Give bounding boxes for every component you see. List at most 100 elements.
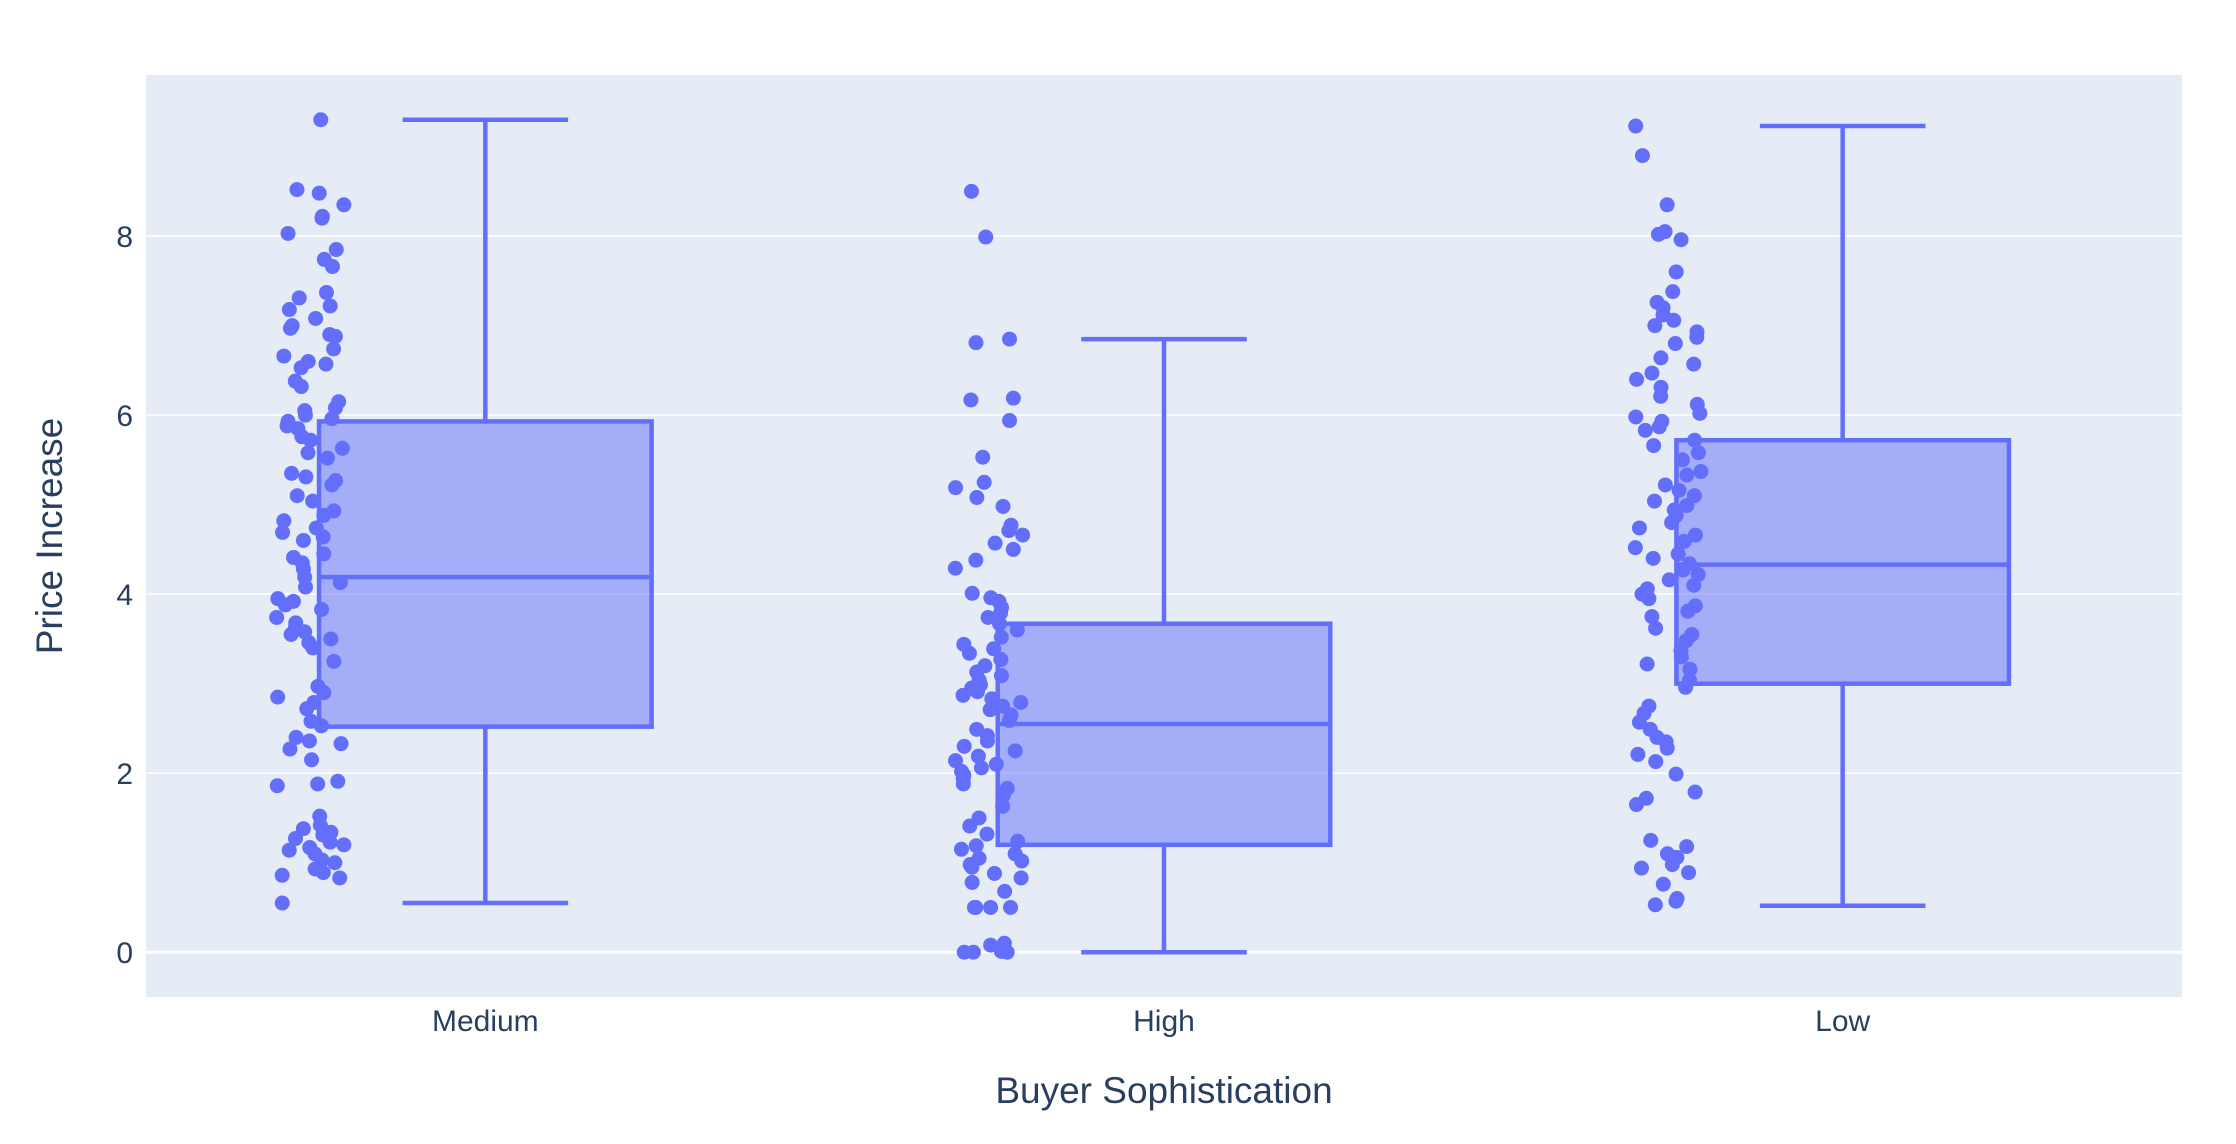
data-point <box>330 773 346 789</box>
data-point <box>947 560 963 576</box>
data-point <box>1673 232 1689 248</box>
data-point <box>1010 833 1026 849</box>
data-point <box>293 360 309 376</box>
data-point <box>1676 533 1692 549</box>
data-point <box>319 450 335 466</box>
data-point <box>1668 893 1684 909</box>
data-point <box>969 490 985 506</box>
data-point <box>983 899 999 915</box>
tick-labels: 0 2 4 6 8 Medium High Low <box>116 221 1870 1038</box>
data-point <box>1015 527 1031 543</box>
data-point <box>1643 832 1659 848</box>
data-point <box>979 733 995 749</box>
data-point <box>333 736 349 752</box>
data-point <box>305 640 321 656</box>
data-point <box>1668 766 1684 782</box>
data-point <box>999 944 1015 960</box>
data-point <box>1670 546 1686 562</box>
data-point <box>291 290 307 306</box>
data-point <box>1009 622 1025 638</box>
data-point <box>1002 331 1018 347</box>
data-point <box>1689 329 1705 345</box>
data-point <box>1686 577 1702 593</box>
data-point <box>269 609 285 625</box>
data-point <box>275 524 291 540</box>
data-point <box>295 532 311 548</box>
data-point <box>1690 445 1706 461</box>
data-point <box>269 778 285 794</box>
iqr-box <box>316 419 654 729</box>
data-point <box>969 684 985 700</box>
data-point <box>1014 853 1030 869</box>
x-tick-label: Medium <box>432 1005 539 1038</box>
data-point <box>1651 419 1667 435</box>
data-point <box>993 668 1009 684</box>
data-point <box>993 652 1009 668</box>
data-point <box>1628 797 1644 813</box>
data-point <box>1653 350 1669 366</box>
data-point <box>1633 860 1649 876</box>
data-point <box>326 653 342 669</box>
data-point <box>332 870 348 886</box>
data-point <box>964 874 980 890</box>
data-point <box>276 348 292 364</box>
data-point <box>964 585 980 601</box>
data-point <box>282 320 298 336</box>
data-point <box>316 507 332 523</box>
data-point <box>304 752 320 768</box>
boxes <box>316 117 2012 955</box>
data-point <box>968 838 984 854</box>
data-point <box>1647 897 1663 913</box>
points-medium <box>269 112 352 911</box>
data-point <box>1681 865 1697 881</box>
data-point <box>281 302 297 318</box>
data-point <box>284 465 300 481</box>
data-point <box>1692 405 1708 421</box>
data-point <box>318 285 334 301</box>
data-point <box>289 182 305 198</box>
data-point <box>1659 740 1675 756</box>
data-point <box>1687 527 1703 543</box>
data-point <box>298 469 314 485</box>
data-point <box>1679 498 1695 514</box>
data-point <box>1629 371 1645 387</box>
data-point <box>1003 899 1019 915</box>
data-point <box>334 440 350 456</box>
box-low <box>1674 123 2012 908</box>
data-point <box>1007 743 1023 759</box>
data-point <box>991 616 1007 632</box>
data-point <box>322 834 338 850</box>
data-point <box>1644 365 1660 381</box>
y-tick-label: 8 <box>116 221 133 254</box>
data-point <box>979 826 995 842</box>
data-point <box>1013 870 1029 886</box>
data-point <box>982 702 998 718</box>
data-point <box>1666 312 1682 328</box>
data-point <box>288 729 304 745</box>
y-tick-label: 6 <box>116 400 133 433</box>
y-axis-title: Price Increase <box>29 418 70 655</box>
data-point <box>310 776 326 792</box>
data-point <box>1001 712 1017 728</box>
data-point <box>297 407 313 423</box>
data-point <box>282 741 298 757</box>
data-point <box>997 883 1013 899</box>
data-point <box>1641 591 1657 607</box>
data-point <box>980 609 996 625</box>
data-point <box>1650 226 1666 242</box>
data-point <box>327 328 343 344</box>
data-point <box>1667 336 1683 352</box>
data-point <box>1664 515 1680 531</box>
data-point <box>1002 413 1018 429</box>
data-point <box>301 733 317 749</box>
data-point <box>327 855 343 871</box>
iqr-box <box>995 621 1333 848</box>
data-point <box>1634 148 1650 164</box>
data-point <box>316 546 332 562</box>
data-point <box>1674 452 1690 468</box>
data-point <box>1659 197 1675 213</box>
data-point <box>316 685 332 701</box>
data-point <box>1627 540 1643 556</box>
box-high <box>995 336 1333 955</box>
x-tick-label: Low <box>1815 1005 1870 1038</box>
